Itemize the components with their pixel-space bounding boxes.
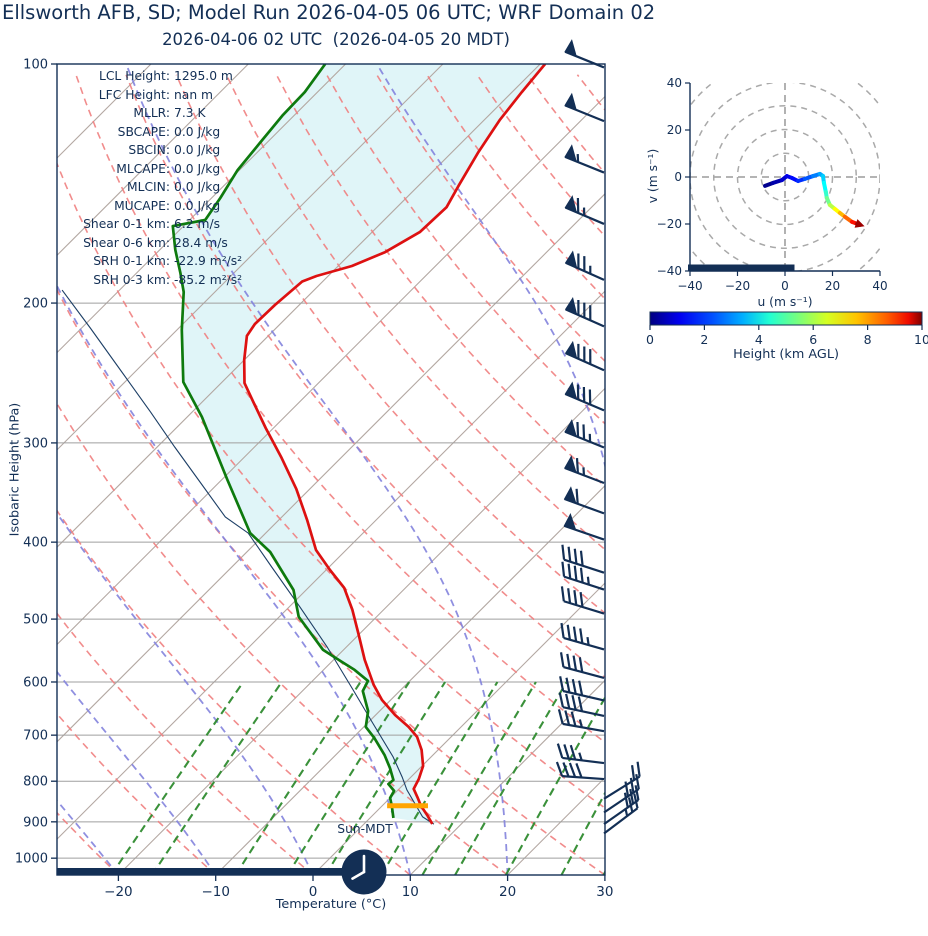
pressure-tick-label: 300 bbox=[23, 436, 48, 451]
annotation-row: MLCAPE: 0.0 J/kg bbox=[58, 160, 242, 179]
hodo-u-tick-label: −40 bbox=[677, 279, 702, 293]
pressure-tick-label: 400 bbox=[23, 536, 48, 551]
dry-adiabat-lines bbox=[57, 74, 605, 875]
sun-time-label: Sun-MDT bbox=[337, 822, 393, 836]
pressure-gridlines bbox=[57, 64, 605, 859]
pressure-tick-label: 100 bbox=[23, 58, 48, 73]
temperature-tick-label: 20 bbox=[499, 884, 516, 900]
hodo-v-tick-label: 40 bbox=[667, 76, 682, 90]
annotation-row: MLLR: 7.3 K bbox=[58, 104, 242, 123]
annotation-label: SRH 0-3 km: bbox=[93, 273, 170, 288]
height-colorbar: 0 2 4 6 8 10 bbox=[646, 311, 928, 347]
hodograph-inset: −40−40 −20 −20 0 0 20 20 40 40 bbox=[657, 76, 888, 293]
annotation-label: MLCIN: bbox=[126, 180, 170, 195]
hodograph-v-axis-label: v (m s⁻¹) bbox=[646, 148, 660, 204]
hodograph-trace-arrow bbox=[854, 219, 865, 228]
hodo-v-tick-label: −20 bbox=[657, 217, 682, 231]
annotation-value: -22.9 m²/s² bbox=[174, 254, 243, 269]
annotation-row: Shear 0-6 km: 28.4 m/s bbox=[58, 234, 242, 253]
annotation-label: Shear 0-1 km: bbox=[83, 217, 170, 232]
annotation-value: 6.2 m/s bbox=[174, 217, 220, 232]
hodo-u-tick-label: 20 bbox=[825, 279, 840, 293]
skewt-ticks: 100 200 300 400 500 600 700 800 900 1000 −20 −10 0 10… bbox=[15, 58, 614, 901]
annotation-value: 1295.0 m bbox=[174, 69, 233, 83]
hodo-u-tick-label: 0 bbox=[781, 279, 789, 293]
annotation-label: SBCAPE: bbox=[117, 124, 170, 139]
temperature-tick-label: −20 bbox=[104, 884, 133, 900]
hodograph-range-ring bbox=[713, 105, 857, 249]
colorbar-tick-label: 2 bbox=[700, 332, 708, 347]
hodograph-range-ring bbox=[736, 128, 834, 226]
temperature-tick-label: −10 bbox=[201, 884, 230, 900]
annotation-label: SRH 0-1 km: bbox=[93, 254, 170, 269]
annotation-value: 28.4 m/s bbox=[174, 235, 228, 250]
pressure-tick-label: 900 bbox=[23, 815, 48, 830]
skewt-plot-area bbox=[57, 64, 605, 875]
annotation-label: SBCIN: bbox=[128, 143, 170, 158]
hodo-v-tick-label: 20 bbox=[667, 123, 682, 137]
annotation-label: LFC Height: bbox=[98, 87, 170, 102]
pressure-tick-label: 800 bbox=[23, 775, 48, 790]
annotation-value: 0.0 J/kg bbox=[174, 180, 221, 195]
temperature-curve bbox=[242, 64, 547, 825]
pressure-axis-label: Isobaric Height (hPa) bbox=[7, 402, 23, 537]
annotation-row: LCL Height: 1295.0 m bbox=[58, 67, 242, 86]
annotation-row: MLCIN: 0.0 J/kg bbox=[58, 178, 242, 197]
hodo-v-tick-label: −40 bbox=[657, 264, 682, 278]
valid-time-subtitle: 2026-04-06 02 UTC (2026-04-05 20 MDT) bbox=[162, 30, 510, 49]
annotation-row: SBCAPE: 0.0 J/kg bbox=[58, 123, 242, 142]
pressure-tick-label: 1000 bbox=[15, 852, 48, 867]
pressure-tick-label: 600 bbox=[23, 675, 48, 690]
hodo-u-tick-label: −20 bbox=[725, 279, 750, 293]
colorbar-label: Height (km AGL) bbox=[733, 347, 839, 362]
sounding-indices-block: LCL Height: 1295.0 m LFC Height: nan m MLLR:… bbox=[58, 67, 242, 290]
hodograph-trace bbox=[763, 171, 862, 227]
annotation-value: nan m bbox=[174, 87, 214, 102]
pressure-tick-label: 700 bbox=[23, 729, 48, 744]
annotation-row: Shear 0-1 km: 6.2 m/s bbox=[58, 215, 242, 234]
annotation-value: 7.3 K bbox=[174, 106, 206, 121]
annotation-row: SRH 0-1 km: -22.9 m²/s² bbox=[58, 252, 242, 271]
annotation-value: -85.2 m²/s² bbox=[174, 273, 243, 288]
annotation-label: MLCAPE: bbox=[116, 161, 170, 176]
annotation-row: SBCIN: 0.0 J/kg bbox=[58, 141, 242, 160]
parcel-profile-curve bbox=[61, 289, 435, 825]
temperature-tick-label: 0 bbox=[309, 884, 318, 900]
hodograph-u-axis-label: u (m s⁻¹) bbox=[757, 295, 813, 309]
temperature-axis-label: Temperature (°C) bbox=[275, 897, 387, 912]
temperature-tick-label: 10 bbox=[402, 884, 419, 900]
annotation-label: MUCAPE: bbox=[114, 198, 170, 213]
annotation-value: 0.0 J/kg bbox=[174, 198, 221, 213]
hodo-u-tick-label: 40 bbox=[872, 279, 887, 293]
annotation-row: MUCAPE: 0.0 J/kg bbox=[58, 197, 242, 216]
hodo-v-tick-label: 0 bbox=[674, 170, 682, 184]
colorbar-tick-label: 0 bbox=[646, 332, 654, 347]
annotation-label: LCL Height: bbox=[99, 69, 170, 83]
annotation-row: LFC Height: nan m bbox=[58, 86, 242, 105]
colorbar-tick-label: 6 bbox=[809, 332, 817, 347]
dewpoint-depression-fill bbox=[172, 64, 546, 824]
annotation-label: MLLR: bbox=[133, 106, 170, 121]
wind-barbs bbox=[555, 39, 641, 835]
temperature-tick-label: 30 bbox=[596, 884, 613, 900]
colorbar-tick-label: 10 bbox=[914, 332, 928, 347]
moist-adiabat-lines bbox=[57, 67, 605, 875]
annotation-label: Shear 0-6 km: bbox=[83, 235, 170, 250]
annotation-value: 0.0 J/kg bbox=[174, 143, 221, 158]
dewpoint-curve bbox=[171, 64, 396, 819]
pressure-tick-label: 500 bbox=[23, 613, 48, 628]
annotation-row: SRH 0-3 km: -85.2 m²/s² bbox=[58, 271, 242, 290]
sun-clock-icon bbox=[341, 849, 387, 895]
annotation-value: 0.0 J/kg bbox=[174, 124, 221, 139]
pressure-tick-label: 200 bbox=[23, 297, 48, 312]
colorbar-tick-label: 4 bbox=[755, 332, 763, 347]
mixing-ratio-lines bbox=[110, 681, 605, 875]
annotation-value: 0.0 J/kg bbox=[174, 161, 221, 176]
page-title: Ellsworth AFB, SD; Model Run 2026-04-05 … bbox=[2, 1, 656, 24]
colorbar-tick-label: 8 bbox=[864, 332, 872, 347]
